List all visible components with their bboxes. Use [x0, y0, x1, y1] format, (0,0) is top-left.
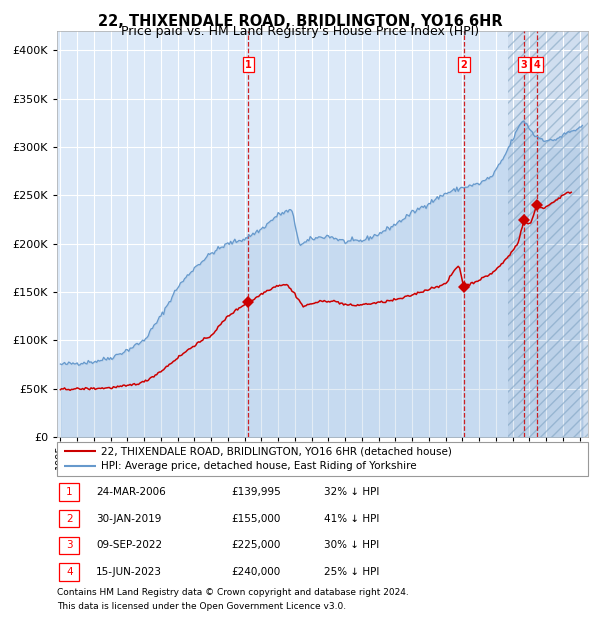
Text: £240,000: £240,000: [231, 567, 280, 577]
Text: 2: 2: [460, 60, 467, 70]
Text: £155,000: £155,000: [231, 513, 280, 524]
Bar: [508, 31, 600, 437]
Text: 1: 1: [66, 487, 73, 497]
Text: £225,000: £225,000: [231, 540, 280, 551]
Text: £139,995: £139,995: [231, 487, 281, 497]
Text: HPI: Average price, detached house, East Riding of Yorkshire: HPI: Average price, detached house, East…: [101, 461, 416, 471]
Text: This data is licensed under the Open Government Licence v3.0.: This data is licensed under the Open Gov…: [57, 602, 346, 611]
Text: 4: 4: [534, 60, 541, 70]
Text: Price paid vs. HM Land Registry's House Price Index (HPI): Price paid vs. HM Land Registry's House …: [121, 25, 479, 38]
Text: 22, THIXENDALE ROAD, BRIDLINGTON, YO16 6HR: 22, THIXENDALE ROAD, BRIDLINGTON, YO16 6…: [98, 14, 502, 29]
Text: 1: 1: [245, 60, 252, 70]
Text: 30-JAN-2019: 30-JAN-2019: [96, 513, 161, 524]
Text: Contains HM Land Registry data © Crown copyright and database right 2024.: Contains HM Land Registry data © Crown c…: [57, 588, 409, 598]
Text: 41% ↓ HPI: 41% ↓ HPI: [324, 513, 379, 524]
Text: 15-JUN-2023: 15-JUN-2023: [96, 567, 162, 577]
Text: 09-SEP-2022: 09-SEP-2022: [96, 540, 162, 551]
Text: 24-MAR-2006: 24-MAR-2006: [96, 487, 166, 497]
Text: 2: 2: [66, 513, 73, 524]
Text: 22, THIXENDALE ROAD, BRIDLINGTON, YO16 6HR (detached house): 22, THIXENDALE ROAD, BRIDLINGTON, YO16 6…: [101, 446, 452, 456]
Bar: [508, 31, 600, 437]
Text: 3: 3: [66, 540, 73, 551]
Text: 4: 4: [66, 567, 73, 577]
Text: 30% ↓ HPI: 30% ↓ HPI: [324, 540, 379, 551]
Text: 25% ↓ HPI: 25% ↓ HPI: [324, 567, 379, 577]
Text: 3: 3: [521, 60, 527, 70]
Text: 32% ↓ HPI: 32% ↓ HPI: [324, 487, 379, 497]
